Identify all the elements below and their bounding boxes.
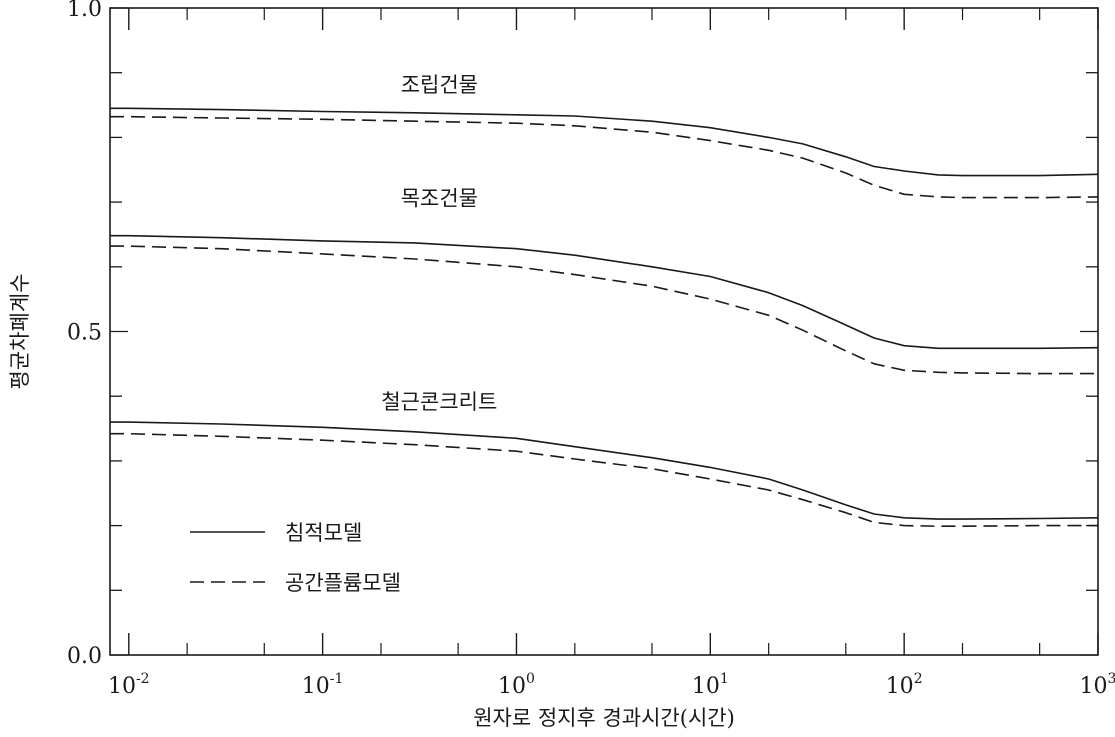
series-line-공간플륨모델-철근콘크리트 [110,432,1098,528]
x-tick-label-base: 10 [886,674,914,699]
x-tick-label-base: 10 [108,674,136,699]
plot-border [109,7,1099,656]
annotation-label: 목조건물 [401,186,478,210]
x-tick-label-exp: 0 [526,671,535,687]
y-tick-label: 1.0 [67,0,102,22]
x-tick-label: 101 [692,671,729,699]
annotation-label: 철근콘크리트 [381,390,497,414]
x-tick-label-base: 10 [1080,674,1108,699]
x-tick-label: 100 [498,671,535,699]
x-tick-label-exp: -2 [136,671,150,687]
x-tick-label-base: 10 [692,674,720,699]
series-line-침적모델-조립건물 [110,107,1099,177]
x-tick-label-exp: -1 [330,671,344,687]
x-tick-label-exp: 1 [720,671,729,687]
legend-label: 공간플륨모델 [285,571,401,595]
x-tick-label-base: 10 [498,674,526,699]
y-axis-title: 평균차폐계수 [8,274,32,390]
x-tick-label: 10-2 [108,671,150,699]
plot-frame [109,7,1099,656]
x-tick-label-base: 10 [302,674,330,699]
y-tick-label: 0.5 [67,321,102,346]
legend-label: 침적모델 [285,521,362,545]
x-tick-label: 10-1 [302,671,344,699]
axis-ticks [110,7,1099,656]
series-line-침적모델-철근콘크리트 [110,421,1099,520]
x-tick-label: 102 [886,671,923,699]
series-layer [110,107,1099,528]
annotation-label: 조립건물 [401,73,478,97]
x-axis-title: 원자로 정지후 경과시간(시간) [473,706,735,730]
y-tick-label: 0.0 [67,644,102,669]
x-tick-label-exp: 2 [914,671,923,687]
series-line-침적모델-목조건물 [110,234,1099,350]
series-line-공간플륨모델-조립건물 [110,115,1099,199]
x-tick-label: 103 [1080,671,1115,699]
x-tick-label-exp: 3 [1108,671,1115,687]
series-line-공간플륨모델-목조건물 [110,245,1098,375]
